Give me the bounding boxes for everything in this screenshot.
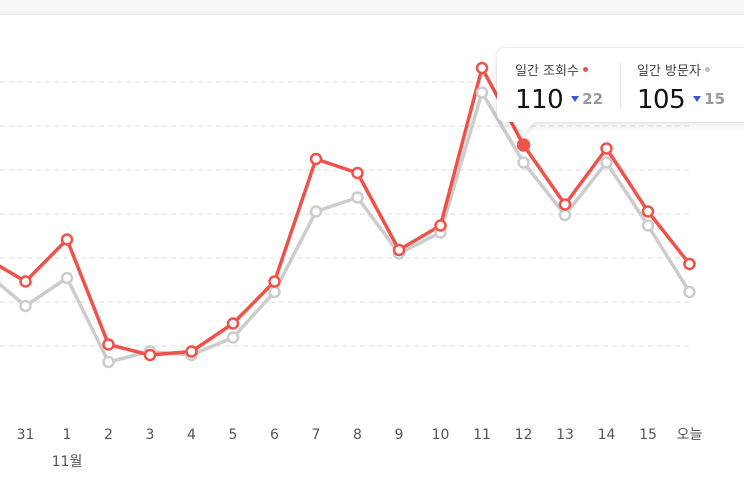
x-tick-label: 13 bbox=[556, 427, 574, 443]
tooltip: 일간 조회수 110 22 일간 방문자 105 15 bbox=[497, 48, 744, 122]
visitors-point[interactable] bbox=[475, 86, 489, 99]
visitors-label: 일간 방문자 bbox=[637, 64, 701, 79]
views-point[interactable] bbox=[351, 166, 364, 180]
top-bar bbox=[0, 0, 744, 15]
x-tick-label: 31 bbox=[17, 427, 35, 443]
series-points bbox=[19, 61, 696, 369]
views-point[interactable] bbox=[102, 338, 115, 351]
visitors-point[interactable] bbox=[309, 205, 323, 218]
visitors-dot-icon bbox=[704, 67, 710, 72]
tooltip-divider bbox=[620, 62, 621, 110]
views-point[interactable] bbox=[558, 198, 572, 211]
visitors-point[interactable] bbox=[600, 156, 613, 169]
visitors-point[interactable] bbox=[268, 285, 281, 299]
views-delta: 22 bbox=[582, 90, 604, 108]
tooltip-views: 일간 조회수 110 22 bbox=[515, 60, 603, 115]
views-point[interactable] bbox=[268, 275, 281, 288]
x-tick-label: 10 bbox=[432, 427, 450, 443]
series-lines bbox=[0, 66, 692, 364]
visitors-point[interactable] bbox=[517, 156, 530, 169]
views-point[interactable] bbox=[434, 219, 447, 232]
visitors-point[interactable] bbox=[683, 285, 696, 299]
views-point[interactable] bbox=[60, 233, 74, 246]
visitors-point[interactable] bbox=[19, 299, 32, 313]
visitors-point[interactable] bbox=[641, 219, 655, 232]
views-point[interactable] bbox=[143, 348, 157, 362]
views-point[interactable] bbox=[226, 317, 240, 330]
x-tick-label: 오늘 bbox=[677, 427, 703, 443]
visitors-point[interactable] bbox=[102, 355, 115, 369]
x-tick-label: 2 bbox=[104, 427, 113, 443]
x-tick-label: 11 bbox=[473, 427, 491, 443]
visitors-point[interactable] bbox=[558, 208, 572, 222]
x-tick-label: 8 bbox=[353, 427, 362, 443]
x-tick-label: 12 bbox=[515, 427, 533, 443]
visitors-point[interactable] bbox=[226, 331, 240, 344]
visitors-point[interactable] bbox=[60, 271, 74, 285]
visitors-delta: 15 bbox=[704, 90, 726, 108]
views-point[interactable] bbox=[475, 61, 489, 75]
x-tick-label: 7 bbox=[312, 427, 321, 443]
x-tick-label: 15 bbox=[639, 427, 657, 443]
views-point[interactable] bbox=[516, 138, 531, 152]
views-point[interactable] bbox=[309, 152, 323, 166]
views-point[interactable] bbox=[392, 243, 406, 257]
x-tick-label: 14 bbox=[598, 427, 616, 443]
views-point[interactable] bbox=[683, 257, 696, 271]
views-label: 일간 조회수 bbox=[515, 64, 579, 79]
x-tick-label: 6 bbox=[270, 427, 279, 443]
x-tick-label: 5 bbox=[229, 427, 238, 443]
tooltip-visitors: 일간 방문자 105 15 bbox=[637, 60, 725, 115]
views-point[interactable] bbox=[185, 345, 198, 358]
views-point[interactable] bbox=[600, 142, 613, 155]
x-tick-label: 3 bbox=[146, 427, 155, 443]
x-tick-label: 9 bbox=[395, 427, 404, 443]
down-triangle-icon bbox=[693, 96, 702, 102]
x-tick-label: 4 bbox=[187, 427, 196, 443]
views-point[interactable] bbox=[641, 205, 655, 218]
x-axis-ticks: 31 1 2 3 4 5 6 7 8 9 10 11 12 13 14 15 오늘 bbox=[17, 427, 703, 443]
visitors-point[interactable] bbox=[351, 191, 364, 204]
visitors-value: 105 bbox=[637, 85, 686, 115]
x-tick-label: 1 bbox=[63, 427, 72, 443]
views-line bbox=[0, 66, 692, 357]
views-point[interactable] bbox=[19, 275, 32, 288]
views-dot-icon bbox=[582, 67, 588, 72]
views-value: 110 bbox=[515, 85, 564, 115]
visitors-line bbox=[0, 90, 692, 364]
down-triangle-icon bbox=[571, 96, 580, 102]
month-label: 11월 bbox=[52, 454, 83, 470]
